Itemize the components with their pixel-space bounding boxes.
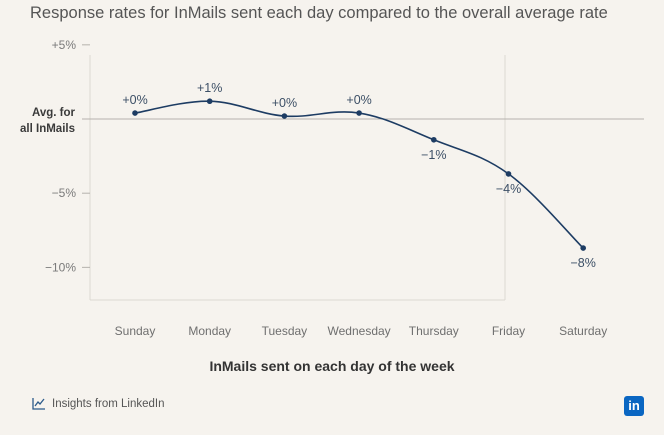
- data-point: [206, 98, 213, 105]
- data-labels: +0% +1% +0% +0% −1% −4% −8%: [122, 81, 596, 270]
- data-points: [132, 98, 586, 251]
- x-tick-label: Tuesday: [262, 324, 308, 338]
- data-label: +0%: [122, 93, 147, 107]
- y-tick-labels: +5% Avg. for all InMails −5% −10%: [20, 38, 76, 275]
- footer-source: Insights from LinkedIn: [52, 397, 165, 410]
- chart-title: Response rates for InMails sent each day…: [30, 4, 608, 22]
- chart-trend-icon: [32, 398, 45, 410]
- data-point: [580, 245, 586, 251]
- data-label: +1%: [197, 81, 222, 95]
- data-label: −1%: [421, 148, 446, 162]
- x-tick-labels: Sunday Monday Tuesday Wednesday Thursday Frid…: [115, 324, 608, 338]
- x-tick-label: Friday: [492, 324, 525, 338]
- data-label: −8%: [571, 256, 596, 270]
- x-tick-label: Sunday: [115, 324, 156, 338]
- data-point: [356, 110, 362, 116]
- data-point: [505, 171, 512, 177]
- avg-label-line-1: Avg. for: [32, 107, 76, 119]
- avg-label-line-2: all InMails: [20, 123, 75, 135]
- y-tick-label: −10%: [45, 260, 76, 274]
- footer: Insights from LinkedIn: [32, 397, 165, 410]
- y-tick-label: −5%: [52, 186, 77, 200]
- y-tick-label: +5%: [52, 38, 77, 52]
- x-tick-label: Wednesday: [328, 324, 391, 338]
- x-tick-label: Saturday: [559, 324, 607, 338]
- data-label: +0%: [346, 93, 371, 107]
- series-line: [134, 100, 584, 249]
- x-tick-label: Thursday: [409, 324, 459, 338]
- data-label: −4%: [496, 182, 521, 196]
- data-point: [431, 136, 437, 143]
- data-label: +0%: [272, 96, 297, 110]
- data-point: [281, 113, 288, 119]
- x-axis-title: InMails sent on each day of the week: [209, 358, 455, 374]
- x-tick-label: Monday: [188, 324, 231, 338]
- linkedin-logo-icon: in: [624, 396, 644, 416]
- data-point: [132, 110, 138, 116]
- grid: [82, 44, 644, 301]
